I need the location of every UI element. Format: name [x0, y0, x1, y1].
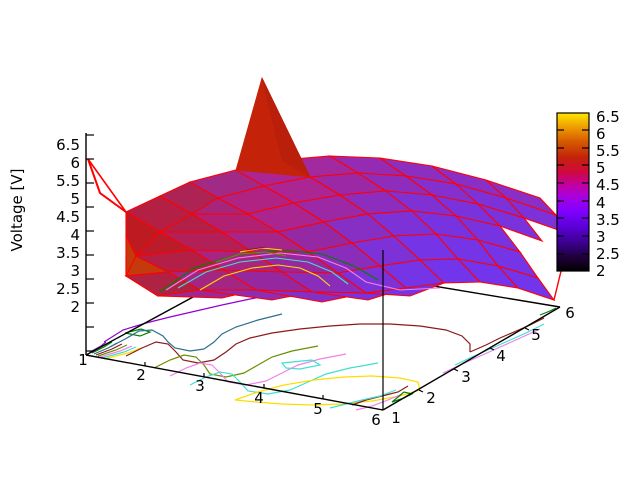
contour-steelblue-left: [109, 329, 205, 352]
contour-violet-upper: [103, 293, 279, 343]
y-axis: 1 2 3 4 5 6: [391, 304, 575, 427]
z-tick-label-4.5: 4.5: [56, 208, 80, 226]
z-tick-label-5: 5: [70, 190, 80, 208]
x-tick-label-1: 1: [78, 351, 88, 369]
contour-cyan-right: [454, 323, 545, 366]
contour-steelblue-right: [203, 313, 283, 350]
contour-level-4: [95, 343, 123, 356]
contour-green-right: [539, 307, 557, 316]
surface-front-skirt: [124, 271, 445, 303]
x-tick-label-5: 5: [313, 400, 323, 418]
surface-left-edge-chord: [87, 158, 127, 213]
colorbar-label-2: 2: [596, 262, 606, 280]
y-tick-label-4: 4: [496, 347, 506, 365]
x-axis: 1 2 3 4 5 6: [78, 351, 381, 429]
surface-contour-darkred-small: [245, 246, 267, 251]
colorbar-ticks: [557, 129, 589, 255]
z-tick-label-4: 4: [70, 226, 80, 244]
surface-left-edge-line: [87, 158, 127, 213]
z-tick-label-2: 2: [70, 298, 80, 316]
surface-contour-yellow: [199, 264, 331, 291]
colorbar-label-4: 4: [596, 194, 606, 212]
colorbar[interactable]: 6.5 6 5.5 5 4.5 4 3.5 3 2.5 2: [556, 108, 620, 280]
colorbar-label-6.5: 6.5: [596, 108, 620, 126]
colorbar-gradient[interactable]: [556, 112, 590, 272]
colorbar-label-4.5: 4.5: [596, 176, 620, 194]
z-axis: 6.5 6 5.5 5 4.5 4 3.5 3 2.5 2 Voltage [V…: [8, 133, 94, 355]
colorbar-label-5: 5: [596, 159, 606, 177]
axis-edge-front-left: [85, 354, 384, 411]
contour-yellow-loop: [234, 375, 421, 406]
colorbar-label-3.5: 3.5: [596, 211, 620, 229]
z-tick-label-3.5: 3.5: [56, 244, 80, 262]
y-tick-label-1: 1: [391, 409, 401, 427]
contour-cyan-loop: [280, 359, 322, 370]
contour-darkred-outer: [125, 323, 471, 364]
surface-spike-peak-right: [261, 77, 311, 179]
contour-level-8: [103, 347, 142, 360]
contour-pink-front: [355, 393, 403, 411]
surface-contours: [159, 246, 441, 293]
z-tick-label-2.5: 2.5: [56, 280, 80, 298]
contour-olive: [153, 345, 319, 378]
contour-loop-green: [124, 328, 152, 337]
z-tick-label-6.5: 6.5: [56, 136, 80, 154]
axis-edge-front-right: [382, 306, 561, 411]
x-tick-label-6: 6: [371, 411, 381, 429]
surface-left-ridge: [124, 181, 220, 277]
z-tick-label-6: 6: [70, 154, 80, 172]
z-tick-label-3: 3: [70, 262, 80, 280]
y-tick-label-5: 5: [531, 326, 541, 344]
y-tick-5: [524, 327, 530, 331]
contour-level-2: [91, 341, 113, 354]
contour-level-5: [97, 344, 128, 357]
x-tick-label-4: 4: [254, 389, 264, 407]
contour-level-7: [101, 346, 137, 359]
base-contours: [89, 293, 557, 411]
x-tick-label-3: 3: [195, 377, 205, 395]
contour-cyan-front: [329, 389, 397, 409]
surface-row-2: [125, 233, 540, 279]
y-tick-label-2: 2: [426, 389, 436, 407]
surface-contour-olive: [215, 251, 287, 263]
colorbar-label-2.5: 2.5: [596, 245, 620, 263]
colorbar-label-3: 3: [596, 228, 606, 246]
surface-row-4: [128, 190, 544, 243]
y-tick-label-6: 6: [565, 304, 575, 322]
y-tick-2: [418, 389, 424, 393]
surface-contour-pink: [165, 252, 441, 291]
colorbar-label-6: 6: [596, 125, 606, 143]
z-tick-label-5.5: 5.5: [56, 172, 80, 190]
colorbar-label-5.5: 5.5: [596, 142, 620, 160]
contour-level-1: [89, 341, 107, 353]
y-tick-label-3: 3: [461, 368, 471, 386]
contour-level-6: [99, 345, 133, 358]
x-tick-label-2: 2: [136, 366, 146, 384]
surface-mesh: [87, 76, 572, 303]
y-tick-4: [489, 347, 495, 351]
z-axis-title: Voltage [V]: [8, 169, 26, 252]
surface-contour-cyan: [177, 257, 349, 289]
y-tick-3: [453, 368, 459, 372]
contour-darkred-front: [351, 385, 409, 406]
